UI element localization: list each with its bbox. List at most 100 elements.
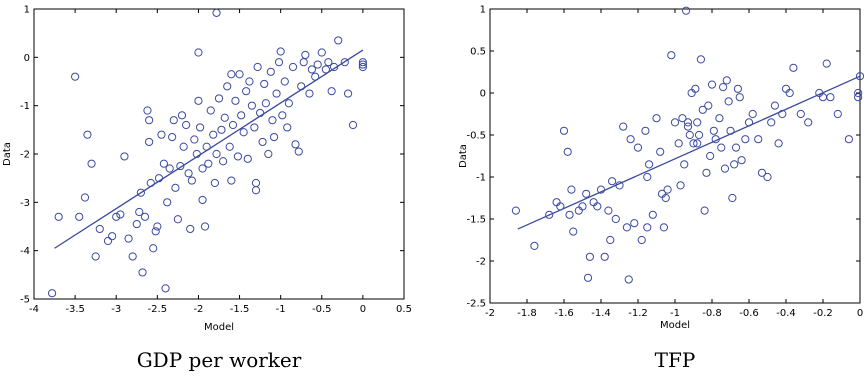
gdp-fit-line <box>54 49 364 249</box>
gdp-data-point <box>179 142 188 151</box>
tfp-data-point <box>726 126 735 135</box>
tfp-data-point <box>689 139 698 148</box>
gdp-data-point <box>324 58 333 67</box>
tfp-data-point <box>511 206 521 215</box>
tfp-data-point <box>754 135 763 144</box>
gdp-plot-frame <box>33 8 405 300</box>
gdp-data-point <box>136 188 145 197</box>
gdp-data-point <box>138 268 147 277</box>
tfp-data-point <box>767 118 776 127</box>
tfp-data-point <box>563 147 572 156</box>
tfp-data-point <box>585 252 595 261</box>
tfp-data-point <box>854 93 863 102</box>
tfp-data-point <box>735 93 744 102</box>
gdp-data-point <box>186 224 195 234</box>
gdp-data-point <box>269 132 279 142</box>
gdp-data-point <box>83 130 92 139</box>
tfp-data-point <box>744 118 754 127</box>
gdp-data-point <box>358 62 367 72</box>
tfp-data-point <box>720 164 730 173</box>
gdp-data-point <box>120 152 129 161</box>
gdp-data-point <box>190 135 199 144</box>
gdp-data-point <box>140 212 150 221</box>
gdp-data-point <box>159 159 169 168</box>
tfp-data-point <box>604 206 613 215</box>
gdp-data-point <box>321 65 330 74</box>
tfp-data-point <box>556 202 565 211</box>
gdp-data-point <box>340 58 349 67</box>
tfp-x-tick-label: -1.4 <box>591 308 611 319</box>
gdp-y-tick-label: -4 <box>20 246 30 257</box>
tfp-data-point <box>659 223 669 232</box>
tfp-data-point <box>774 139 783 148</box>
gdp-x-tick-label: -3 <box>111 304 121 315</box>
gdp-data-point <box>176 161 185 171</box>
tfp-data-point <box>724 97 733 106</box>
gdp-x-axis-label: Model <box>204 322 234 333</box>
tfp-y-tick-label: 0 <box>480 89 486 100</box>
tfp-data-point <box>559 126 569 135</box>
tfp-caption: TFP <box>655 348 696 372</box>
tfp-data-point <box>643 223 652 232</box>
gdp-data-point <box>301 50 310 60</box>
tfp-y-axis-label: Data <box>458 144 469 168</box>
tfp-chart: -2 -1.8 -1.6 -1.4 -1.2 -1 -0.8 -0.6 -0.4 -0.2 0 1 0.… <box>458 5 864 372</box>
tfp-x-tick-label: -1.2 <box>628 308 648 319</box>
tfp-x-tick-label: 0 <box>857 308 863 319</box>
gdp-data-point <box>108 232 117 241</box>
gdp-data-point <box>258 137 267 147</box>
tfp-x-tick-label: -1.8 <box>517 308 537 319</box>
gdp-data-point <box>268 116 277 125</box>
gdp-data-point <box>187 176 196 185</box>
tfp-data-point <box>778 109 787 119</box>
tfp-y-tick-label: -0.5 <box>466 131 486 142</box>
gdp-x-tick-label: -2 <box>193 304 203 315</box>
tfp-data-point <box>796 109 805 119</box>
gdp-data-point <box>184 169 193 178</box>
gdp-y-tick-label: 0 <box>24 53 30 64</box>
gdp-data-point <box>251 178 261 188</box>
gdp-data-point <box>95 224 104 234</box>
tfp-data-point <box>565 210 574 219</box>
tfp-data-point <box>833 109 842 119</box>
gdp-data-point <box>278 111 287 120</box>
gdp-y-axis-label: Data <box>2 142 13 166</box>
gdp-data-point <box>276 47 285 56</box>
tfp-x-tick-label: -1.6 <box>554 308 574 319</box>
gdp-data-point <box>198 195 207 205</box>
gdp-data-point <box>192 149 201 159</box>
gdp-data-point <box>151 227 160 236</box>
gdp-data-point <box>209 130 218 139</box>
tfp-data-point <box>663 185 672 194</box>
gdp-data-point <box>154 174 164 183</box>
gdp-data-point <box>225 142 234 151</box>
gdp-data-point <box>202 142 211 151</box>
tfp-data-point <box>733 84 743 93</box>
gdp-data-point <box>145 137 154 147</box>
tfp-data-point <box>748 109 757 119</box>
tfp-data-point <box>615 181 624 190</box>
tfp-data-point <box>826 93 835 102</box>
tfp-data-point <box>683 118 693 127</box>
gdp-data-point <box>135 207 144 217</box>
gdp-data-point <box>299 58 308 67</box>
gdp-data-point <box>168 132 177 142</box>
tfp-data-point <box>730 160 739 169</box>
gdp-data-point <box>157 130 166 139</box>
gdp-x-tick-label: -3.5 <box>65 304 85 315</box>
gdp-data-point <box>317 48 326 57</box>
gdp-data-point <box>194 96 203 105</box>
gdp-data-point <box>250 123 259 132</box>
tfp-data-point <box>624 275 633 284</box>
tfp-data-point <box>702 168 711 177</box>
tfp-x-tick-label: -0.2 <box>813 308 833 319</box>
tfp-data-point <box>741 135 750 144</box>
tfp-data-point <box>693 118 702 127</box>
gdp-x-tick-label: 0 <box>360 304 366 315</box>
tfp-data-point <box>674 139 683 148</box>
gdp-data-point <box>194 48 203 57</box>
gdp-data-point <box>227 70 236 79</box>
gdp-data-point <box>253 62 262 72</box>
gdp-data-point <box>177 111 187 120</box>
tfp-data-point <box>728 193 737 203</box>
